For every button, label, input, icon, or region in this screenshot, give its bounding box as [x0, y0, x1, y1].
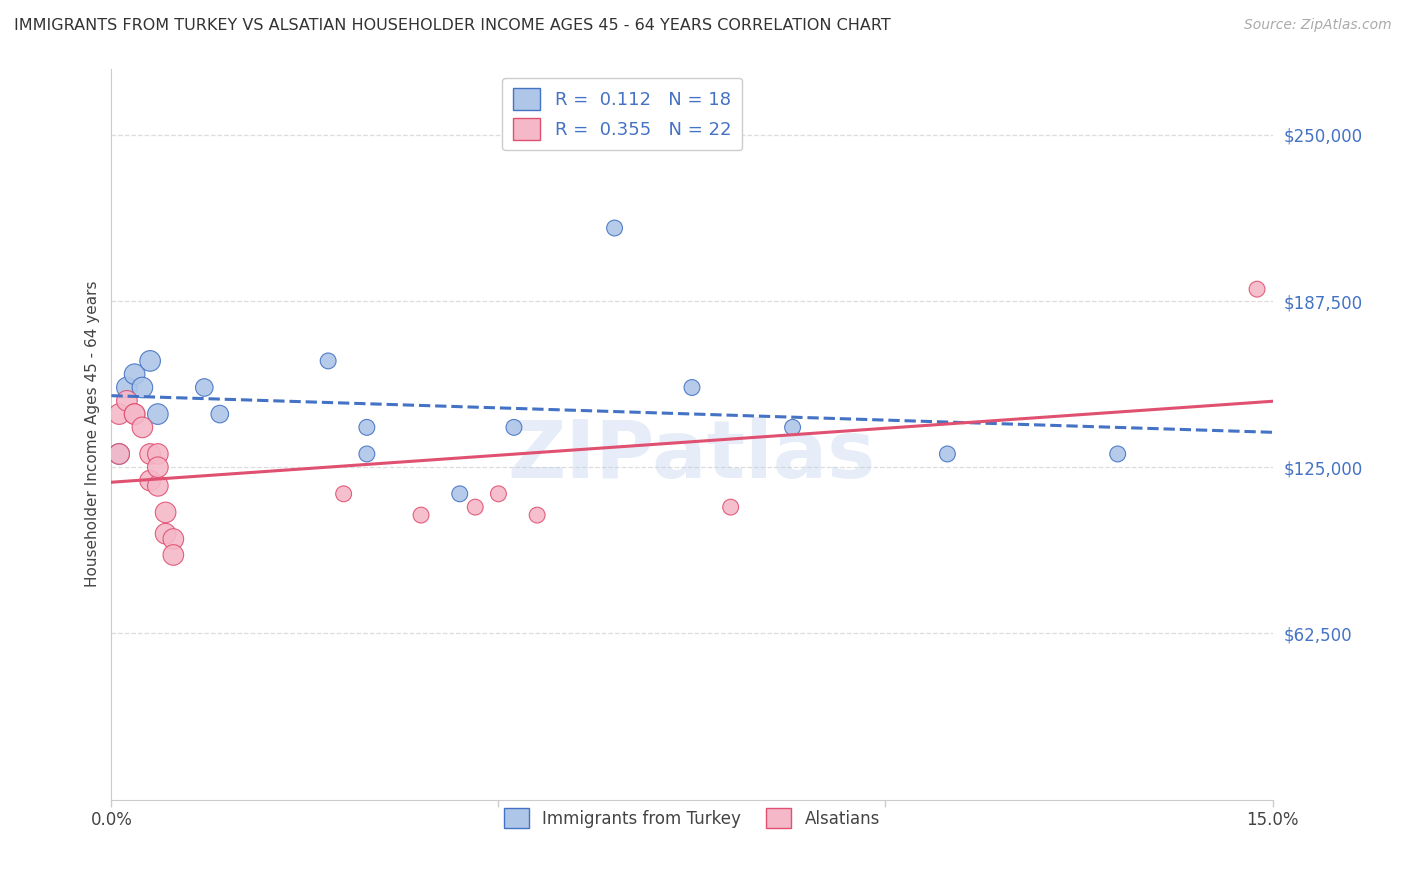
Point: [124, 368, 146, 382]
Point: [115, 393, 138, 408]
Point: [115, 380, 138, 394]
Point: [526, 508, 548, 522]
Point: [1246, 282, 1268, 296]
Point: [146, 460, 169, 475]
Point: [603, 221, 626, 235]
Point: [782, 420, 804, 434]
Point: [208, 407, 231, 421]
Point: [146, 479, 169, 493]
Point: [108, 447, 131, 461]
Point: [464, 500, 486, 515]
Point: [162, 548, 184, 562]
Point: [155, 526, 177, 541]
Point: [332, 487, 354, 501]
Point: [139, 474, 162, 488]
Point: [316, 354, 339, 368]
Point: [124, 407, 146, 421]
Point: [108, 407, 131, 421]
Point: [155, 505, 177, 519]
Point: [139, 354, 162, 368]
Point: [146, 407, 169, 421]
Point: [720, 500, 742, 515]
Y-axis label: Householder Income Ages 45 - 64 years: Householder Income Ages 45 - 64 years: [86, 281, 100, 587]
Point: [503, 420, 526, 434]
Point: [139, 447, 162, 461]
Text: ZIPatlas: ZIPatlas: [508, 417, 876, 495]
Point: [409, 508, 432, 522]
Point: [131, 420, 153, 434]
Point: [449, 487, 471, 501]
Point: [681, 380, 703, 394]
Point: [193, 380, 215, 394]
Point: [356, 447, 378, 461]
Text: Source: ZipAtlas.com: Source: ZipAtlas.com: [1244, 18, 1392, 32]
Legend: Immigrants from Turkey, Alsatians: Immigrants from Turkey, Alsatians: [498, 801, 887, 835]
Point: [936, 447, 959, 461]
Point: [131, 380, 153, 394]
Point: [1107, 447, 1129, 461]
Point: [356, 420, 378, 434]
Point: [108, 447, 131, 461]
Point: [124, 407, 146, 421]
Point: [488, 487, 510, 501]
Text: IMMIGRANTS FROM TURKEY VS ALSATIAN HOUSEHOLDER INCOME AGES 45 - 64 YEARS CORRELA: IMMIGRANTS FROM TURKEY VS ALSATIAN HOUSE…: [14, 18, 891, 33]
Point: [162, 532, 184, 546]
Point: [146, 447, 169, 461]
